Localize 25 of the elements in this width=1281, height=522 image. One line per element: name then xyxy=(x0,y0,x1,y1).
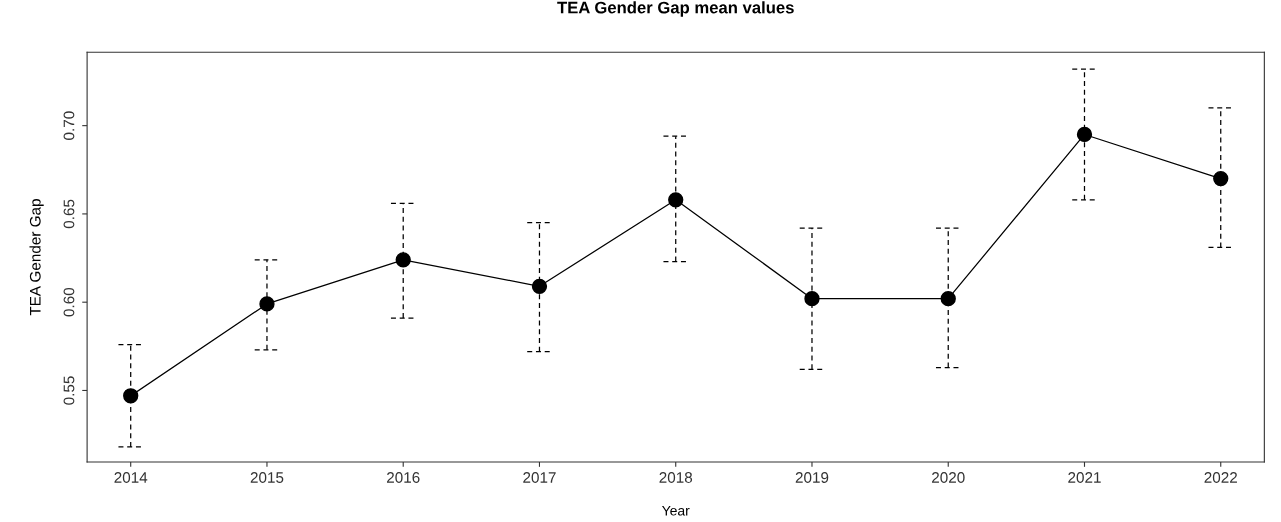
x-tick-label: 2018 xyxy=(659,472,693,483)
x-tick-label: 2020 xyxy=(932,472,965,483)
y-axis-title: TEA Gender Gap xyxy=(29,199,44,316)
point xyxy=(259,296,275,312)
x-tick-label: 2017 xyxy=(523,472,556,483)
y-tick-label: 0.60 xyxy=(63,287,75,317)
x-tick-label: 2014 xyxy=(114,472,148,483)
point xyxy=(1076,126,1093,143)
y-tick-label: 0.55 xyxy=(63,376,75,405)
point xyxy=(395,252,411,268)
y-tick-label: 0.65 xyxy=(63,199,75,229)
x-tick-label: 2021 xyxy=(1068,472,1101,483)
x-tick-label: 2019 xyxy=(795,472,829,483)
point xyxy=(1213,170,1229,187)
x-axis-title: Year xyxy=(662,505,690,516)
chart-title: TEA Gender Gap mean values xyxy=(557,1,794,17)
point xyxy=(804,291,820,307)
x-tick-label: 2015 xyxy=(250,472,284,483)
point xyxy=(668,192,684,208)
point xyxy=(123,388,139,404)
point xyxy=(940,291,956,307)
x-tick-label: 2016 xyxy=(387,472,420,483)
point xyxy=(531,278,548,294)
x-tick-label: 2022 xyxy=(1204,472,1237,483)
y-tick-label: 0.70 xyxy=(63,111,75,140)
